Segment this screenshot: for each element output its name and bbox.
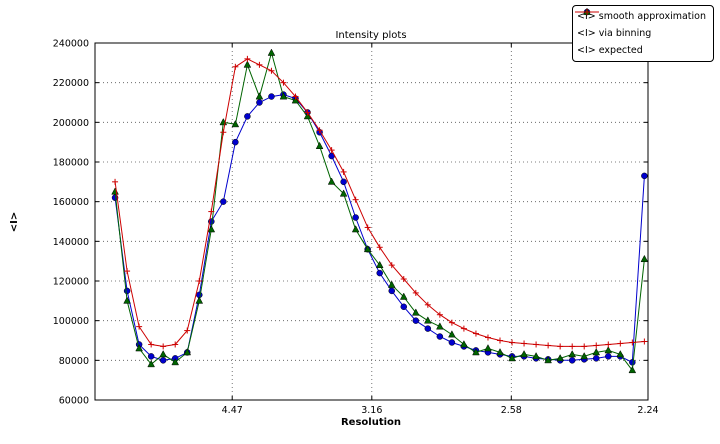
plot-dynamic-layer: 60000 80000 100000 120000 140000 160000 180000… (53, 39, 659, 417)
triangle-marker (363, 244, 372, 253)
legend-label: <I> expected (577, 45, 643, 56)
triangle-marker (111, 187, 119, 195)
y-tick-label: 160000 (53, 197, 89, 208)
triangle-marker (147, 359, 155, 368)
triangle-marker (616, 350, 625, 358)
triangle-marker (532, 352, 540, 360)
triangle-marker (484, 344, 492, 352)
circle-marker (220, 198, 227, 205)
legend-item: <I> via binning (575, 7, 706, 42)
circle-marker (340, 178, 347, 186)
circle-marker (352, 214, 359, 221)
triangle-marker (123, 296, 131, 304)
circle-marker (268, 93, 275, 100)
circle-marker (123, 287, 131, 295)
triangle-marker (411, 308, 420, 316)
y-tick-label: 200000 (53, 118, 89, 129)
legend-label: <I> via binning (577, 28, 652, 39)
circle-marker (412, 317, 420, 324)
triangle-marker (339, 189, 348, 197)
circle-marker (424, 325, 432, 332)
triangle-marker (375, 260, 384, 268)
triangle-marker (436, 322, 444, 330)
triangle-marker (592, 348, 601, 356)
triangle-marker (207, 225, 216, 233)
y-tick-label: 220000 (53, 78, 89, 89)
legend-item: <I> expected (575, 9, 706, 59)
triangle-marker (472, 348, 480, 356)
circle-marker (400, 303, 408, 311)
x-axis-label: Resolution (341, 417, 401, 428)
y-tick-label: 240000 (53, 39, 89, 50)
legend: <I> smooth approximation <I> via binning <… (572, 5, 714, 62)
x-tick-label: 2.24 (637, 405, 658, 416)
triangle-marker (267, 48, 276, 56)
triangle-marker (580, 352, 589, 360)
triangle-marker (640, 254, 649, 263)
circle-marker (568, 357, 576, 364)
circle-marker (376, 269, 383, 277)
y-tick-label: 80000 (59, 356, 89, 367)
x-tick-label: 3.16 (361, 405, 382, 416)
y-tick-label: 60000 (59, 396, 89, 407)
circle-marker (159, 357, 167, 364)
triangle-marker (315, 141, 324, 149)
circle-marker (256, 99, 263, 106)
triangle-marker (159, 350, 167, 358)
triangle-marker (351, 225, 360, 233)
y-tick-label: 180000 (53, 158, 89, 169)
triangle-marker (568, 350, 577, 358)
series-line (114, 51, 645, 372)
triangle-marker (399, 292, 408, 300)
triangle-marker (171, 357, 180, 366)
triangle-marker (460, 340, 468, 348)
triangle-marker (327, 177, 336, 185)
circle-marker (592, 355, 600, 362)
circle-marker (641, 172, 648, 180)
chart-title: Intensity plots (335, 30, 406, 41)
triangle-marker (424, 316, 432, 324)
triangle-marker (387, 280, 396, 288)
circle-marker (244, 113, 251, 120)
circle-marker (147, 353, 155, 360)
legend-swatch-plus (575, 9, 600, 15)
legend-label: <I> smooth approximation (577, 11, 706, 22)
series-line (114, 58, 645, 347)
triangle-marker (291, 96, 300, 104)
triangle-marker (231, 119, 240, 128)
triangle-marker (628, 365, 637, 374)
circle-marker (436, 333, 444, 340)
x-tick-label: 4.47 (222, 405, 243, 416)
triangle-marker (604, 346, 613, 354)
triangle-marker (496, 348, 504, 356)
circle-marker (605, 353, 612, 360)
triangle-marker (183, 348, 192, 356)
triangle-marker (255, 92, 264, 100)
y-tick-label: 140000 (53, 237, 89, 248)
circle-marker (232, 138, 239, 146)
triangle-marker (279, 92, 288, 100)
circle-marker (629, 359, 636, 366)
triangle-marker (135, 344, 143, 352)
y-axis-label: <I> (9, 212, 20, 232)
circle-marker (388, 287, 396, 295)
triangle-marker (508, 354, 516, 362)
circle-marker (448, 339, 456, 346)
series-plus (112, 55, 648, 350)
series-circle (111, 91, 648, 366)
triangle-marker (243, 60, 252, 68)
y-tick-label: 100000 (53, 316, 89, 327)
triangle-marker (195, 296, 204, 304)
triangle-marker (556, 354, 564, 362)
triangle-marker (544, 356, 552, 364)
triangle-marker (520, 350, 528, 358)
series-triangle (111, 48, 649, 374)
x-tick-label: 2.58 (501, 405, 522, 416)
y-tick-label: 120000 (53, 277, 89, 288)
triangle-marker (448, 330, 456, 338)
